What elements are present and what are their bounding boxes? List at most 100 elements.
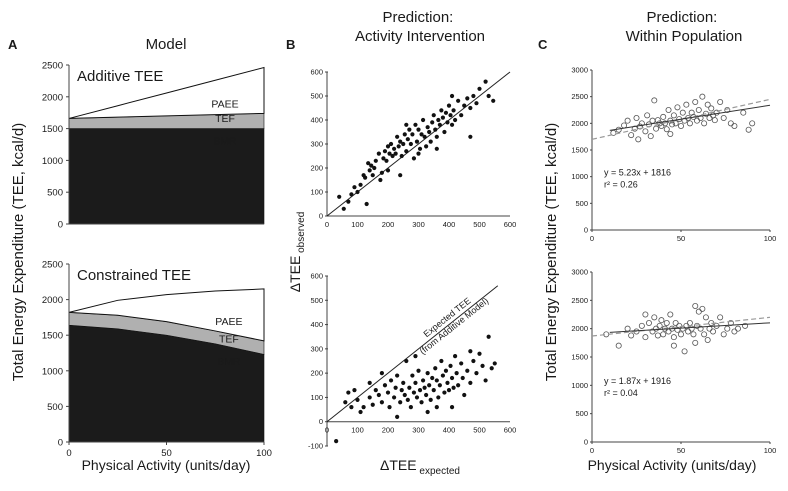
y-tick-label: 1000 bbox=[571, 172, 588, 181]
data-point bbox=[433, 127, 438, 132]
area-paee bbox=[68, 288, 265, 342]
data-point bbox=[653, 125, 660, 132]
data-point bbox=[379, 371, 384, 376]
data-point bbox=[422, 385, 427, 390]
data-point bbox=[667, 311, 674, 318]
data-point bbox=[398, 139, 403, 144]
data-point bbox=[428, 139, 433, 144]
data-point bbox=[410, 373, 415, 378]
panel-b-title-line2: Activity Intervention bbox=[355, 28, 485, 45]
data-point bbox=[436, 395, 441, 400]
data-point bbox=[731, 123, 738, 130]
data-point bbox=[699, 305, 706, 312]
panel-b-title: Prediction: Activity Intervention bbox=[355, 9, 485, 45]
panel-label-a: A bbox=[8, 37, 18, 52]
y-tick-label: 400 bbox=[310, 320, 323, 329]
y-tick-label: 2500 bbox=[42, 61, 63, 72]
data-point bbox=[427, 383, 432, 388]
y-tick-label: 500 bbox=[47, 402, 63, 413]
data-point bbox=[456, 383, 461, 388]
data-point bbox=[699, 93, 706, 100]
data-point bbox=[621, 122, 628, 129]
y-tick-label: 600 bbox=[310, 272, 323, 281]
x-tick-label: 100 bbox=[256, 448, 272, 459]
data-point bbox=[352, 185, 357, 190]
data-point bbox=[449, 93, 455, 99]
data-point bbox=[694, 117, 701, 124]
data-point bbox=[678, 331, 685, 338]
data-point bbox=[404, 149, 409, 154]
data-point bbox=[417, 388, 423, 393]
data-point bbox=[410, 132, 415, 137]
fit-r-squared: r² = 0.26 bbox=[604, 180, 638, 190]
y-tick-label: 300 bbox=[310, 140, 323, 149]
b-ylabel-main: ΔTEE bbox=[287, 256, 303, 293]
data-point bbox=[451, 108, 456, 113]
b-xlabel-subscript: expected bbox=[417, 466, 460, 477]
inset-title: Additive TEE bbox=[77, 68, 163, 85]
area-paee bbox=[68, 66, 265, 119]
data-point bbox=[727, 120, 734, 127]
data-point bbox=[334, 439, 339, 444]
data-point bbox=[477, 86, 482, 91]
data-point bbox=[453, 354, 458, 359]
x-tick-label: 100 bbox=[351, 426, 364, 435]
data-point bbox=[420, 117, 426, 123]
data-point bbox=[474, 371, 479, 376]
data-point bbox=[474, 101, 479, 106]
data-point bbox=[628, 132, 635, 139]
data-point bbox=[651, 97, 658, 104]
data-point bbox=[724, 325, 731, 332]
data-point bbox=[425, 125, 430, 130]
data-point bbox=[413, 380, 418, 385]
data-point bbox=[486, 93, 491, 99]
data-point bbox=[642, 334, 649, 341]
data-point bbox=[373, 388, 378, 393]
panel-c-title-line1: Prediction: bbox=[646, 9, 717, 26]
data-point bbox=[434, 134, 439, 139]
data-point bbox=[670, 342, 677, 349]
panel-b-x-title: ΔTEE expected bbox=[380, 457, 460, 477]
data-point bbox=[460, 375, 465, 381]
data-point bbox=[422, 134, 427, 139]
data-point bbox=[660, 331, 667, 338]
fit-equation: y = 5.23x + 1816 bbox=[604, 168, 671, 178]
data-point bbox=[366, 161, 371, 166]
region-label-tef: TEF bbox=[215, 113, 235, 125]
data-point bbox=[672, 120, 679, 127]
b-ylabel-subscript: observed bbox=[296, 212, 307, 256]
data-point bbox=[477, 351, 482, 356]
data-point bbox=[424, 144, 429, 149]
data-point bbox=[369, 163, 374, 168]
data-point bbox=[402, 392, 407, 398]
data-point bbox=[367, 395, 372, 400]
data-point bbox=[679, 109, 686, 116]
y-tick-label: 200 bbox=[310, 369, 323, 378]
panel-b-title-line1: Prediction: bbox=[382, 9, 453, 26]
data-point bbox=[688, 325, 695, 332]
data-point bbox=[379, 170, 384, 175]
data-point bbox=[704, 336, 711, 343]
data-point bbox=[674, 104, 681, 111]
data-point bbox=[416, 151, 421, 156]
y-tick-label: 0 bbox=[58, 220, 63, 231]
data-point bbox=[337, 194, 342, 199]
data-point bbox=[407, 127, 412, 132]
data-point bbox=[468, 105, 473, 111]
data-point bbox=[402, 132, 407, 137]
data-point bbox=[720, 331, 727, 338]
data-point bbox=[396, 144, 401, 149]
y-tick-label: 1500 bbox=[42, 124, 63, 135]
x-tick-label: 50 bbox=[677, 446, 685, 455]
data-point bbox=[341, 206, 346, 211]
data-point bbox=[370, 402, 375, 407]
data-point bbox=[436, 117, 441, 123]
data-point bbox=[395, 373, 400, 378]
data-point bbox=[417, 146, 423, 151]
data-point bbox=[465, 96, 470, 101]
data-point bbox=[459, 361, 464, 366]
data-point bbox=[702, 314, 709, 321]
data-point bbox=[486, 334, 491, 339]
y-tick-label: 2500 bbox=[42, 260, 63, 271]
